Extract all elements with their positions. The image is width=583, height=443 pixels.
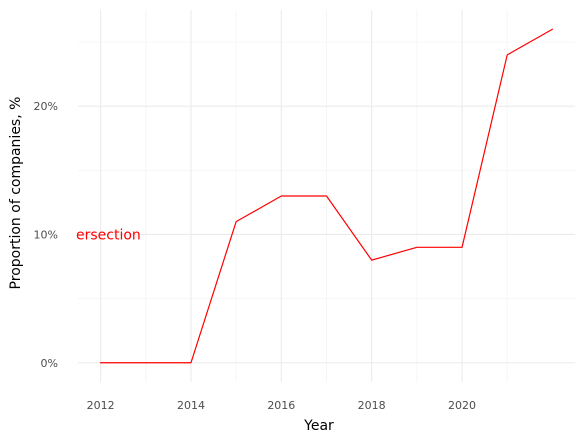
x-tick-label-2: 2016 bbox=[267, 399, 295, 412]
x-tick-label-4: 2020 bbox=[448, 399, 476, 412]
y-tick-label-0: 0% bbox=[41, 357, 58, 370]
series-layer bbox=[99, 28, 554, 364]
x-tick-label-1: 2014 bbox=[177, 399, 205, 412]
x-axis-title: Year bbox=[303, 418, 334, 434]
y-tick-label-1: 10% bbox=[34, 228, 58, 241]
tick-labels: 2012 2014 2016 2018 2020 0% 10% 20% bbox=[34, 100, 476, 412]
y-axis-title: Proportion of companies, % bbox=[8, 97, 24, 290]
x-tick-label-3: 2018 bbox=[358, 399, 386, 412]
minor-gridlines bbox=[78, 10, 575, 382]
y-tick-label-2: 20% bbox=[34, 100, 58, 113]
annotation-label: ersection bbox=[76, 227, 141, 243]
x-tick-label-0: 2012 bbox=[87, 399, 115, 412]
